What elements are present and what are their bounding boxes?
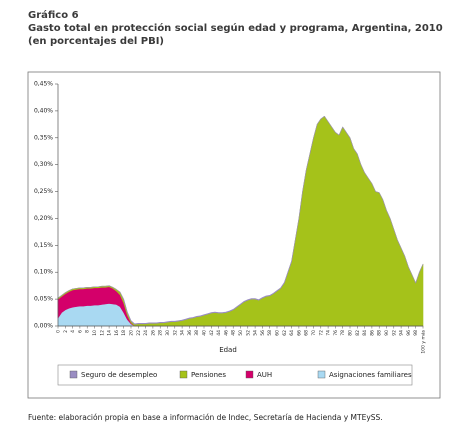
x-tick-label: 68 bbox=[304, 330, 310, 336]
x-tick-label: 12 bbox=[99, 330, 105, 336]
y-tick-label: 0,35% bbox=[34, 134, 53, 141]
legend-swatch bbox=[179, 370, 188, 379]
x-tick-label: 76 bbox=[333, 330, 339, 336]
x-tick-label: 30 bbox=[165, 330, 171, 336]
x-tick-label: 58 bbox=[267, 330, 273, 336]
y-tick-label: 0,30% bbox=[34, 161, 53, 168]
y-tick-label: 0,05% bbox=[34, 296, 53, 303]
y-tick-label: 0,15% bbox=[34, 242, 53, 249]
x-tick-label: 84 bbox=[362, 330, 368, 336]
x-tick-label: 80 bbox=[348, 330, 354, 336]
y-tick-label: 0,00% bbox=[34, 323, 53, 330]
x-tick-label: 22 bbox=[136, 330, 142, 336]
x-tick-label: 66 bbox=[296, 330, 302, 336]
chart-subtitle: (en porcentajes del PBI) bbox=[28, 36, 164, 47]
chart-title: Gasto total en protección social según e… bbox=[28, 22, 443, 34]
y-tick-label: 0,20% bbox=[34, 215, 53, 222]
x-tick-label: 4 bbox=[70, 330, 76, 333]
chart-frame bbox=[27, 71, 441, 399]
x-tick-label: 26 bbox=[150, 330, 156, 336]
x-tick-label: 18 bbox=[121, 330, 127, 336]
legend-swatch bbox=[245, 370, 254, 379]
x-tick-label: 72 bbox=[318, 330, 324, 336]
x-tick-label: 42 bbox=[209, 330, 215, 336]
x-tick-label: 36 bbox=[187, 330, 193, 336]
x-tick-label: 98 bbox=[413, 330, 419, 336]
x-tick-label: 70 bbox=[311, 330, 317, 336]
x-tick-label: 44 bbox=[216, 330, 222, 336]
x-tick-label: 10 bbox=[92, 330, 98, 336]
x-tick-label: 6 bbox=[77, 330, 83, 333]
source: Fuente: elaboración propia en base a inf… bbox=[28, 413, 383, 422]
x-tick-label: 52 bbox=[245, 330, 251, 336]
x-tick-label: 60 bbox=[275, 330, 281, 336]
y-tick-label: 0,25% bbox=[34, 188, 53, 195]
x-tick-label: 28 bbox=[158, 330, 164, 336]
x-tick-label: 40 bbox=[202, 330, 208, 336]
x-tick-label: 64 bbox=[289, 330, 295, 336]
x-tick-label: 16 bbox=[114, 330, 120, 336]
legend-label: AUH bbox=[257, 371, 272, 379]
x-tick-label: 50 bbox=[238, 330, 244, 336]
x-tick-label: 56 bbox=[260, 330, 266, 336]
x-tick-label: 86 bbox=[369, 330, 375, 336]
x-tick-label: 2 bbox=[63, 330, 69, 333]
area bbox=[57, 115, 424, 325]
y-tick-label: 0,10% bbox=[34, 269, 53, 276]
legend-swatch bbox=[317, 370, 326, 379]
x-tick-label: 96 bbox=[406, 330, 412, 336]
x-tick-label: 54 bbox=[253, 330, 259, 336]
x-tick-label: 90 bbox=[384, 330, 390, 336]
x-tick-label: 46 bbox=[223, 330, 229, 336]
x-tick-label: 24 bbox=[143, 330, 149, 336]
x-tick-label: 74 bbox=[326, 330, 332, 336]
x-axis-label: Edad bbox=[219, 346, 237, 354]
x-tick-label: 32 bbox=[172, 330, 178, 336]
x-tick-label: 14 bbox=[107, 330, 113, 336]
legend-frame bbox=[57, 364, 413, 386]
x-tick-label: 88 bbox=[377, 330, 383, 336]
x-tick-label: 8 bbox=[85, 330, 91, 333]
legend-label: Seguro de desempleo bbox=[81, 371, 157, 379]
x-tick-label: 94 bbox=[399, 330, 405, 336]
x-tick-label: 48 bbox=[231, 330, 237, 336]
x-tick-label: 34 bbox=[180, 330, 186, 336]
y-tick-label: 0,40% bbox=[34, 107, 53, 114]
legend-label: Asignaciones familiares bbox=[329, 371, 412, 379]
x-tick-label: 20 bbox=[129, 330, 135, 336]
x-tick-label: 38 bbox=[194, 330, 200, 336]
x-tick-label: 0 bbox=[56, 330, 62, 333]
figure-label: Gráfico 6 bbox=[28, 9, 79, 21]
x-tick-label: 82 bbox=[355, 330, 361, 336]
x-tick-label: 78 bbox=[340, 330, 346, 336]
y-tick-label: 0,45% bbox=[34, 81, 53, 88]
legend-swatch bbox=[69, 370, 78, 379]
x-tick-label: 62 bbox=[282, 330, 288, 336]
legend-label: Pensiones bbox=[191, 371, 226, 379]
x-tick-label: 100 y más bbox=[420, 329, 427, 353]
x-tick-label: 92 bbox=[391, 330, 397, 336]
